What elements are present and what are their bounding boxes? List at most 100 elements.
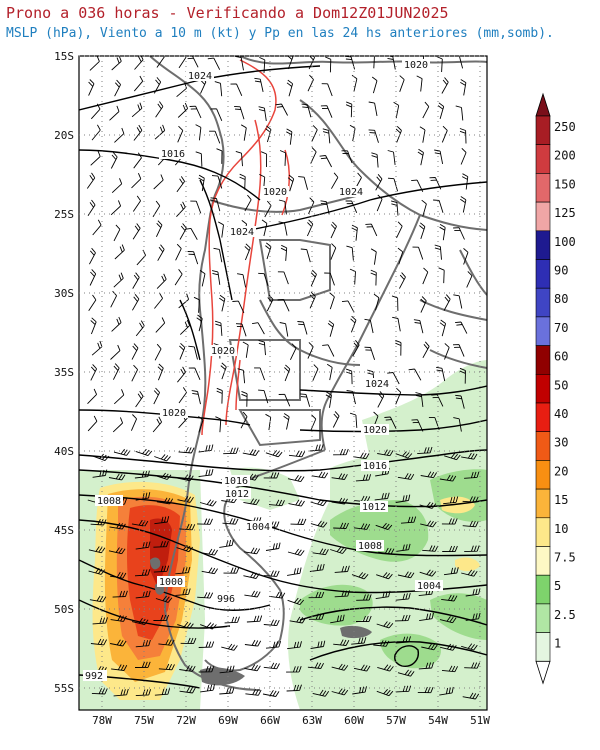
wind-barb [394,614,411,622]
wind-barb [443,567,459,576]
wind-barb [377,449,394,457]
wind-barb [220,362,227,380]
colorbar-swatch [535,173,551,203]
wind-barb [356,594,372,601]
wind-barb [132,223,141,240]
wind-barb [216,148,223,164]
wind-barb [392,316,401,332]
wind-barb [387,150,396,165]
wind-barb [331,688,349,696]
wind-barb [109,105,120,121]
wind-barb [441,665,459,673]
wind-barb [258,272,269,287]
wind-barb [333,522,349,529]
wind-barb [188,345,198,360]
wind-barb [110,615,127,622]
wind-barb [174,269,183,286]
wind-barb [213,247,223,263]
wind-barb [154,343,162,361]
wind-barb [330,614,345,624]
wind-barb [132,272,140,289]
wind-barb [351,572,369,580]
wind-barb [395,125,402,143]
wind-barb [464,545,480,553]
wind-barb [179,223,187,240]
wind-barb [113,224,121,242]
wind-barb [198,665,215,673]
wind-barb [135,689,152,697]
wind-barb [244,590,261,598]
colorbar-swatch [535,259,551,289]
wind-barb [433,199,444,213]
wind-barb [434,149,444,164]
lon-label: 69W [218,714,238,727]
colorbar-label: 2.5 [554,608,576,622]
wind-barb [377,391,385,408]
wind-barb [265,542,281,551]
wind-barb [177,102,189,118]
wind-barb [419,612,434,622]
wind-barb [130,414,138,431]
wind-barb [422,545,439,552]
wind-barb [319,155,332,168]
wind-barb [310,520,328,528]
lon-label: 51W [470,714,490,727]
wind-barb [412,246,424,260]
wind-barb [111,316,122,332]
wind-barb [441,77,449,94]
wind-barb [90,638,107,646]
wind-barb [310,414,317,432]
wind-barb [311,471,329,479]
wind-barb [462,520,479,528]
wind-barb [200,622,217,630]
wind-barb [111,178,123,194]
wind-barb [459,128,467,144]
precip-yellow [440,496,480,572]
wind-barb [243,572,260,579]
wind-barb [89,56,100,71]
wind-barb [254,367,266,381]
wind-barb [157,244,165,261]
wind-barb [333,639,350,646]
wind-barb [217,221,224,238]
wind-barb [110,571,127,579]
wind-barb [439,686,454,696]
wind-barb [390,200,399,216]
wind-barb [90,150,101,166]
wind-barb [320,105,333,118]
wind-barb [364,318,374,334]
wind-barb [462,496,479,503]
wind-barb [329,292,335,310]
colorbar-swatch [535,115,551,146]
wind-barb [439,319,447,337]
wind-barb [214,320,223,336]
wind-barb [415,392,424,407]
wind-barb [284,364,291,382]
wind-barb [330,221,337,239]
wind-barb [355,474,372,482]
colorbar-top-arrow [535,92,551,117]
wind-barb [375,174,383,191]
colorbar-label: 125 [554,206,576,220]
wind-barb [91,688,108,695]
colorbar-label: 20 [554,464,568,478]
wind-barb [377,664,394,672]
wind-barb [201,567,218,575]
wind-barb [370,248,377,265]
wind-barb [259,56,266,73]
wind-barb [286,666,302,673]
wind-barb [308,197,315,214]
wind-barb [135,492,151,501]
wind-barb [235,323,247,337]
wind-barb [387,177,399,192]
wind-barb [441,518,458,525]
wind-barb [420,296,427,313]
wind-barb [135,639,151,648]
wind-barb [353,664,371,672]
colorbar-swatch [535,460,551,490]
wind-barb [279,150,287,166]
wind-barb [91,124,101,141]
wind-barb [417,148,424,166]
isobar-label: 1012 [362,502,386,513]
wind-barb [378,547,395,555]
